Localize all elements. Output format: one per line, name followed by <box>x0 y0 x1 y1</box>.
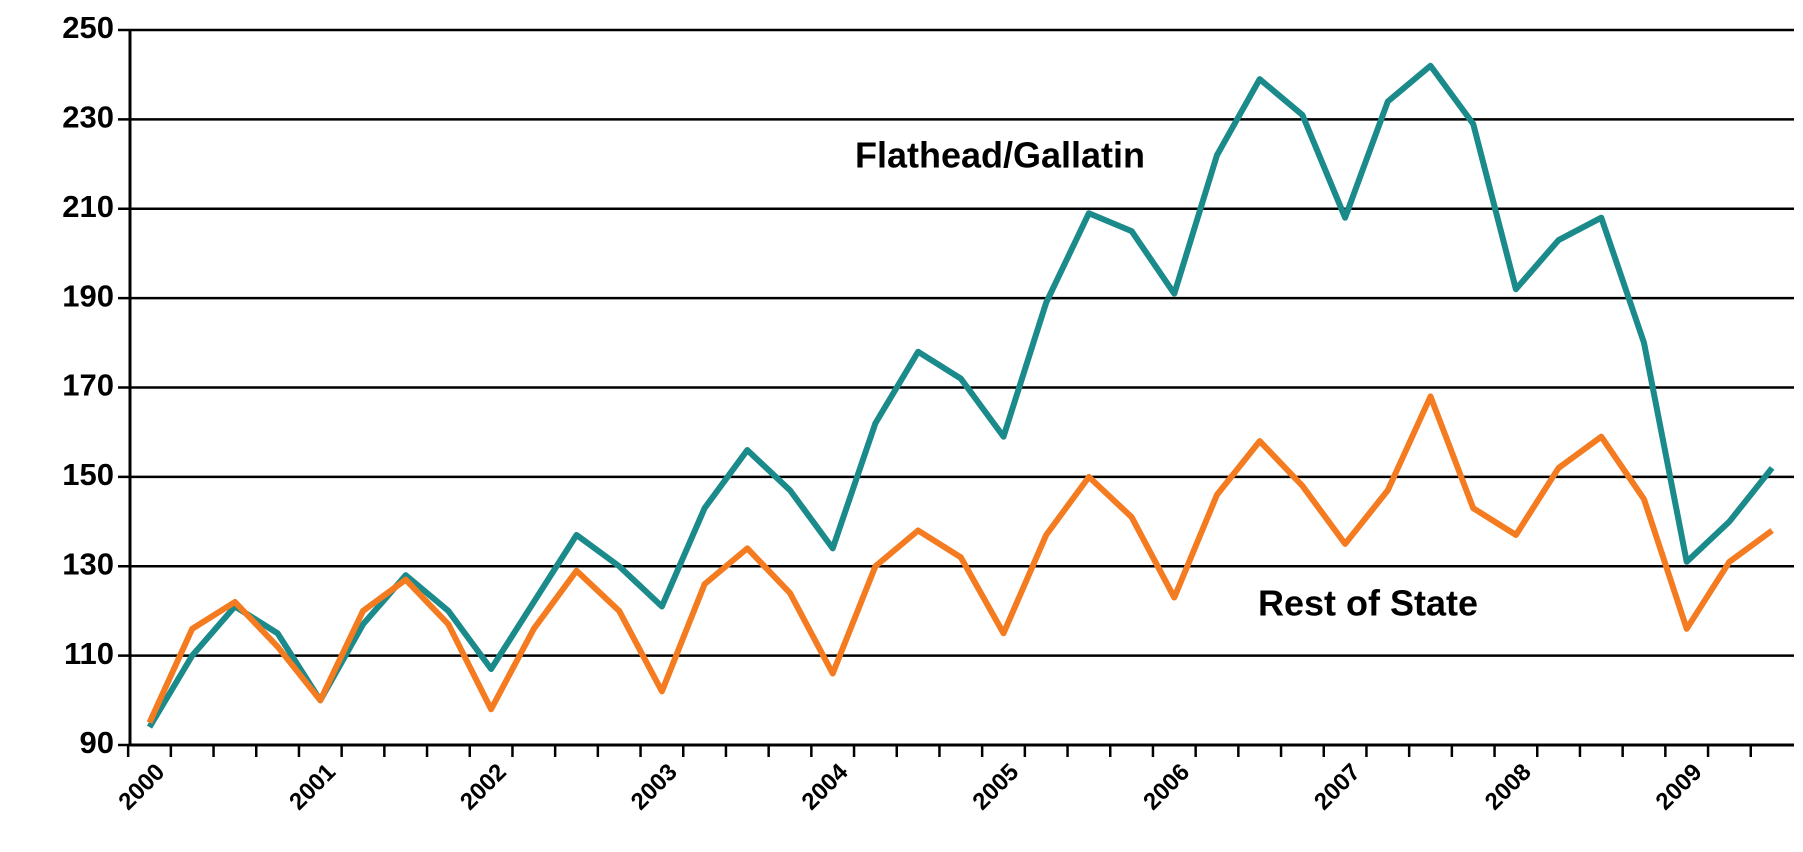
y-tick-label: 250 <box>62 10 114 45</box>
y-tick-label: 210 <box>62 189 114 224</box>
y-tick-label: 190 <box>62 278 114 313</box>
y-tick-label: 230 <box>62 100 114 135</box>
x-tick-label: 2001 <box>284 759 341 816</box>
series-label: Rest of State <box>1258 583 1478 624</box>
y-tick-label: 110 <box>64 636 114 671</box>
x-tick-label: 2002 <box>455 759 512 816</box>
x-tick-label: 2006 <box>1138 759 1195 816</box>
x-tick-label: 2003 <box>626 759 683 816</box>
x-tick-label: 2007 <box>1309 759 1366 816</box>
y-tick-label: 90 <box>80 725 114 760</box>
y-tick-label: 150 <box>62 457 114 492</box>
x-tick-label: 2008 <box>1480 759 1537 816</box>
series-label: Flathead/Gallatin <box>855 135 1145 176</box>
x-tick-label: 2009 <box>1651 759 1708 816</box>
x-tick-label: 2004 <box>797 758 854 815</box>
x-tick-label: 2005 <box>967 759 1024 816</box>
line-series <box>146 62 1775 729</box>
y-tick-label: 130 <box>62 546 114 581</box>
y-tick-label: 170 <box>62 368 114 403</box>
line-series <box>146 393 1774 724</box>
x-tick-label: 2000 <box>113 759 170 816</box>
